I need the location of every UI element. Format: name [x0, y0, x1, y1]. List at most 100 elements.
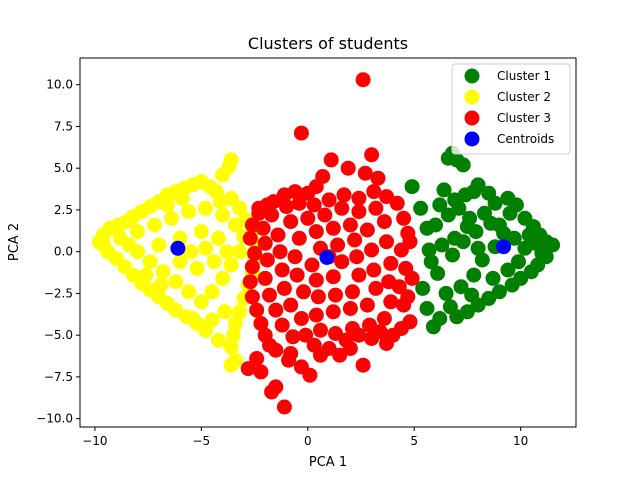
y-tick-label: 5.0 [54, 161, 73, 175]
data-point [500, 262, 516, 278]
data-point [227, 217, 243, 233]
series-cluster-3 [240, 72, 420, 415]
x-axis: −10 −5 0 5 10 [82, 427, 528, 448]
data-point [506, 230, 522, 246]
data-point [215, 207, 231, 223]
data-point [496, 239, 512, 255]
data-point [491, 217, 507, 233]
chart-title: Clusters of students [248, 34, 408, 53]
data-point [279, 199, 294, 215]
data-point [396, 210, 412, 226]
data-point [351, 267, 367, 283]
data-point [325, 220, 341, 236]
data-point [400, 289, 416, 305]
data-point [470, 177, 486, 193]
data-point [313, 322, 328, 338]
data-point [447, 230, 463, 246]
data-point [366, 262, 382, 278]
data-point [285, 329, 301, 345]
data-point [330, 237, 346, 253]
data-point [323, 152, 339, 168]
legend-box [451, 63, 571, 155]
data-point [389, 195, 405, 211]
data-point [359, 297, 375, 313]
data-point [244, 259, 260, 275]
data-point [428, 217, 443, 233]
data-point [130, 224, 145, 240]
data-point [217, 304, 233, 320]
data-point [442, 299, 458, 315]
data-point [319, 250, 335, 265]
data-point [198, 200, 214, 216]
data-point [281, 352, 297, 368]
data-point [223, 257, 239, 273]
data-point [436, 182, 452, 198]
data-point [249, 302, 265, 318]
data-point [247, 245, 263, 261]
data-point [293, 125, 309, 141]
data-point [198, 240, 214, 256]
data-point [336, 187, 352, 203]
data-point [259, 197, 275, 213]
data-point [423, 254, 439, 270]
data-point [223, 152, 239, 168]
legend: Cluster 1 Cluster 2 Cluster 3 Centroids [451, 63, 571, 155]
series-centroids [170, 239, 512, 265]
data-point [204, 312, 220, 328]
data-point [255, 220, 271, 236]
data-point [434, 237, 450, 253]
data-point [511, 254, 526, 270]
data-point [268, 342, 284, 358]
data-point [155, 264, 171, 280]
data-point [147, 217, 162, 233]
series-cluster-2 [91, 152, 265, 373]
data-point [338, 332, 354, 348]
data-point [300, 185, 316, 201]
data-point [491, 284, 507, 300]
data-point [413, 200, 429, 216]
data-point [370, 170, 386, 186]
legend-marker [464, 68, 480, 84]
data-point [242, 230, 258, 246]
data-point [445, 247, 460, 263]
x-axis-label: PCA 1 [309, 455, 347, 470]
data-point [355, 357, 371, 373]
data-point [464, 287, 480, 303]
data-point [244, 289, 260, 305]
x-tick-label: −10 [82, 434, 107, 448]
data-point [355, 72, 371, 88]
data-point [317, 207, 333, 223]
legend-marker [464, 110, 480, 126]
data-point [210, 230, 226, 246]
data-point [272, 244, 288, 260]
data-point [168, 274, 184, 290]
data-point [334, 200, 350, 216]
data-point [257, 235, 273, 251]
data-point [172, 254, 188, 270]
x-tick-label: 0 [304, 434, 312, 448]
data-point [419, 301, 435, 316]
data-point [302, 367, 318, 383]
data-point [232, 200, 248, 216]
data-point [181, 284, 197, 300]
legend-entry: Cluster 1 [497, 69, 551, 83]
data-point [95, 237, 111, 253]
y-tick-label: −5.0 [44, 328, 73, 342]
data-point [289, 267, 305, 283]
data-point [325, 304, 341, 320]
data-point [270, 227, 286, 243]
data-point [306, 337, 322, 353]
data-point [215, 270, 231, 286]
data-point [193, 224, 209, 240]
data-point [181, 204, 197, 220]
data-point [206, 254, 222, 270]
x-tick-label: 5 [410, 434, 418, 448]
legend-entry: Cluster 2 [497, 90, 551, 104]
data-point [342, 301, 358, 316]
data-point [223, 357, 239, 373]
data-point [485, 270, 501, 286]
data-point [432, 311, 448, 326]
data-point [185, 311, 201, 326]
data-point [402, 314, 418, 330]
y-axis-label: PCA 2 [7, 223, 22, 261]
